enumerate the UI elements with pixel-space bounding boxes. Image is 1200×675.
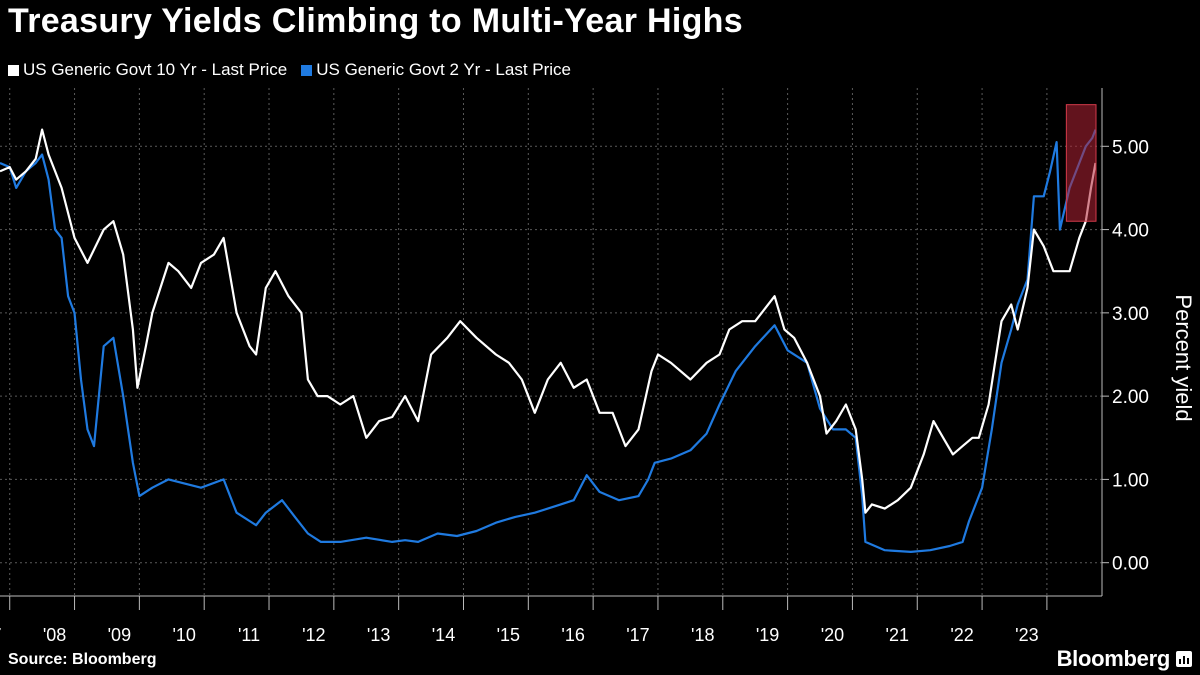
brand-logo-text: Bloomberg: [1056, 646, 1171, 671]
x-tick-label: '19: [756, 625, 779, 645]
x-tick-label: '17: [626, 625, 649, 645]
series-line-10yr: [0, 128, 1097, 514]
y-tick-label: 1.00: [1112, 470, 1149, 491]
x-tick-label: '20: [821, 625, 844, 645]
source-note: Source: Bloomberg: [8, 651, 157, 668]
x-tick-label: '12: [302, 625, 325, 645]
legend-item-10yr: US Generic Govt 10 Yr - Last Price: [8, 60, 287, 80]
x-tick-label: '09: [108, 625, 131, 645]
brand: Bloomberg: [1057, 646, 1192, 672]
legend-label-10yr: US Generic Govt 10 Yr - Last Price: [23, 60, 288, 79]
highlight-box: [1065, 104, 1097, 222]
legend-item-2yr: US Generic Govt 2 Yr - Last Price: [301, 60, 571, 80]
x-tick-label: '15: [497, 625, 520, 645]
x-tick-label: '07: [0, 625, 1, 645]
chart-title: Treasury Yields Climbing to Multi-Year H…: [8, 2, 743, 40]
x-tick-label: '14: [432, 625, 455, 645]
y-axis-title: Percent yield: [1171, 294, 1196, 421]
legend: US Generic Govt 10 Yr - Last Price US Ge…: [8, 60, 571, 80]
x-tick-label: '13: [367, 625, 390, 645]
y-tick-label: 2.00: [1112, 387, 1149, 408]
x-tick-label: '23: [1015, 625, 1038, 645]
x-tick-label: '08: [43, 625, 66, 645]
y-tick-label: 5.00: [1112, 137, 1149, 158]
y-tick-label: 3.00: [1112, 304, 1149, 325]
legend-swatch-10yr: [8, 64, 19, 76]
x-tick-label: '18: [691, 625, 714, 645]
bloomberg-terminal-icon: [1176, 651, 1192, 667]
x-tick-label: '16: [561, 625, 584, 645]
x-tick-label: '22: [950, 625, 973, 645]
legend-label-2yr: US Generic Govt 2 Yr - Last Price: [316, 60, 572, 79]
x-tick-label: '10: [172, 625, 195, 645]
x-tick-label: '11: [238, 625, 260, 645]
y-tick-label: 0.00: [1112, 554, 1149, 575]
y-tick-label: 4.00: [1112, 221, 1149, 242]
series-line-2yr: [0, 129, 1097, 554]
x-tick-label: '21: [886, 625, 909, 645]
legend-swatch-2yr: [301, 64, 313, 76]
